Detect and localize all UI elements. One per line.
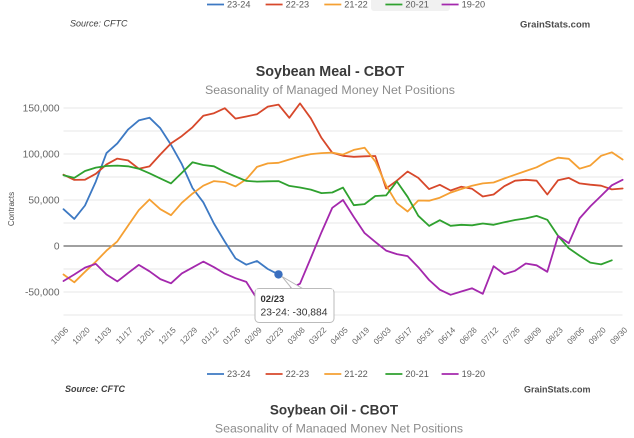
svg-text:Soybean Oil - CBOT: Soybean Oil - CBOT: [270, 403, 399, 418]
svg-text:22-23: 22-23: [286, 0, 310, 10]
svg-text:19-20: 19-20: [462, 369, 486, 379]
svg-text:21-22: 21-22: [344, 0, 368, 10]
svg-text:Source: CFTC: Source: CFTC: [65, 384, 126, 394]
svg-text:0: 0: [54, 241, 60, 252]
svg-text:22-23: 22-23: [286, 369, 310, 379]
svg-text:20-21: 20-21: [405, 0, 429, 10]
svg-text:150,000: 150,000: [23, 103, 60, 114]
svg-text:23-24: 23-24: [227, 369, 251, 379]
svg-text:19-20: 19-20: [462, 0, 486, 10]
svg-text:23-24: -30,884: 23-24: -30,884: [261, 308, 328, 319]
svg-text:Soybean Meal - CBOT: Soybean Meal - CBOT: [256, 64, 405, 80]
svg-text:GrainStats.com: GrainStats.com: [520, 20, 590, 31]
svg-text:GrainStats.com: GrainStats.com: [524, 385, 591, 395]
svg-text:21-22: 21-22: [344, 369, 368, 379]
svg-text:02/23: 02/23: [261, 294, 285, 305]
svg-text:Seasonality of Managed Money N: Seasonality of Managed Money Net Positio…: [215, 422, 463, 434]
svg-text:Contracts: Contracts: [7, 192, 16, 226]
svg-text:50,000: 50,000: [28, 195, 59, 206]
svg-text:100,000: 100,000: [23, 149, 60, 160]
svg-text:Seasonality of Managed Money N: Seasonality of Managed Money Net Positio…: [205, 83, 455, 97]
svg-text:20-21: 20-21: [405, 369, 429, 379]
svg-text:-50,000: -50,000: [25, 287, 60, 298]
svg-text:23-24: 23-24: [227, 0, 251, 10]
svg-text:Source: CFTC: Source: CFTC: [70, 19, 128, 29]
